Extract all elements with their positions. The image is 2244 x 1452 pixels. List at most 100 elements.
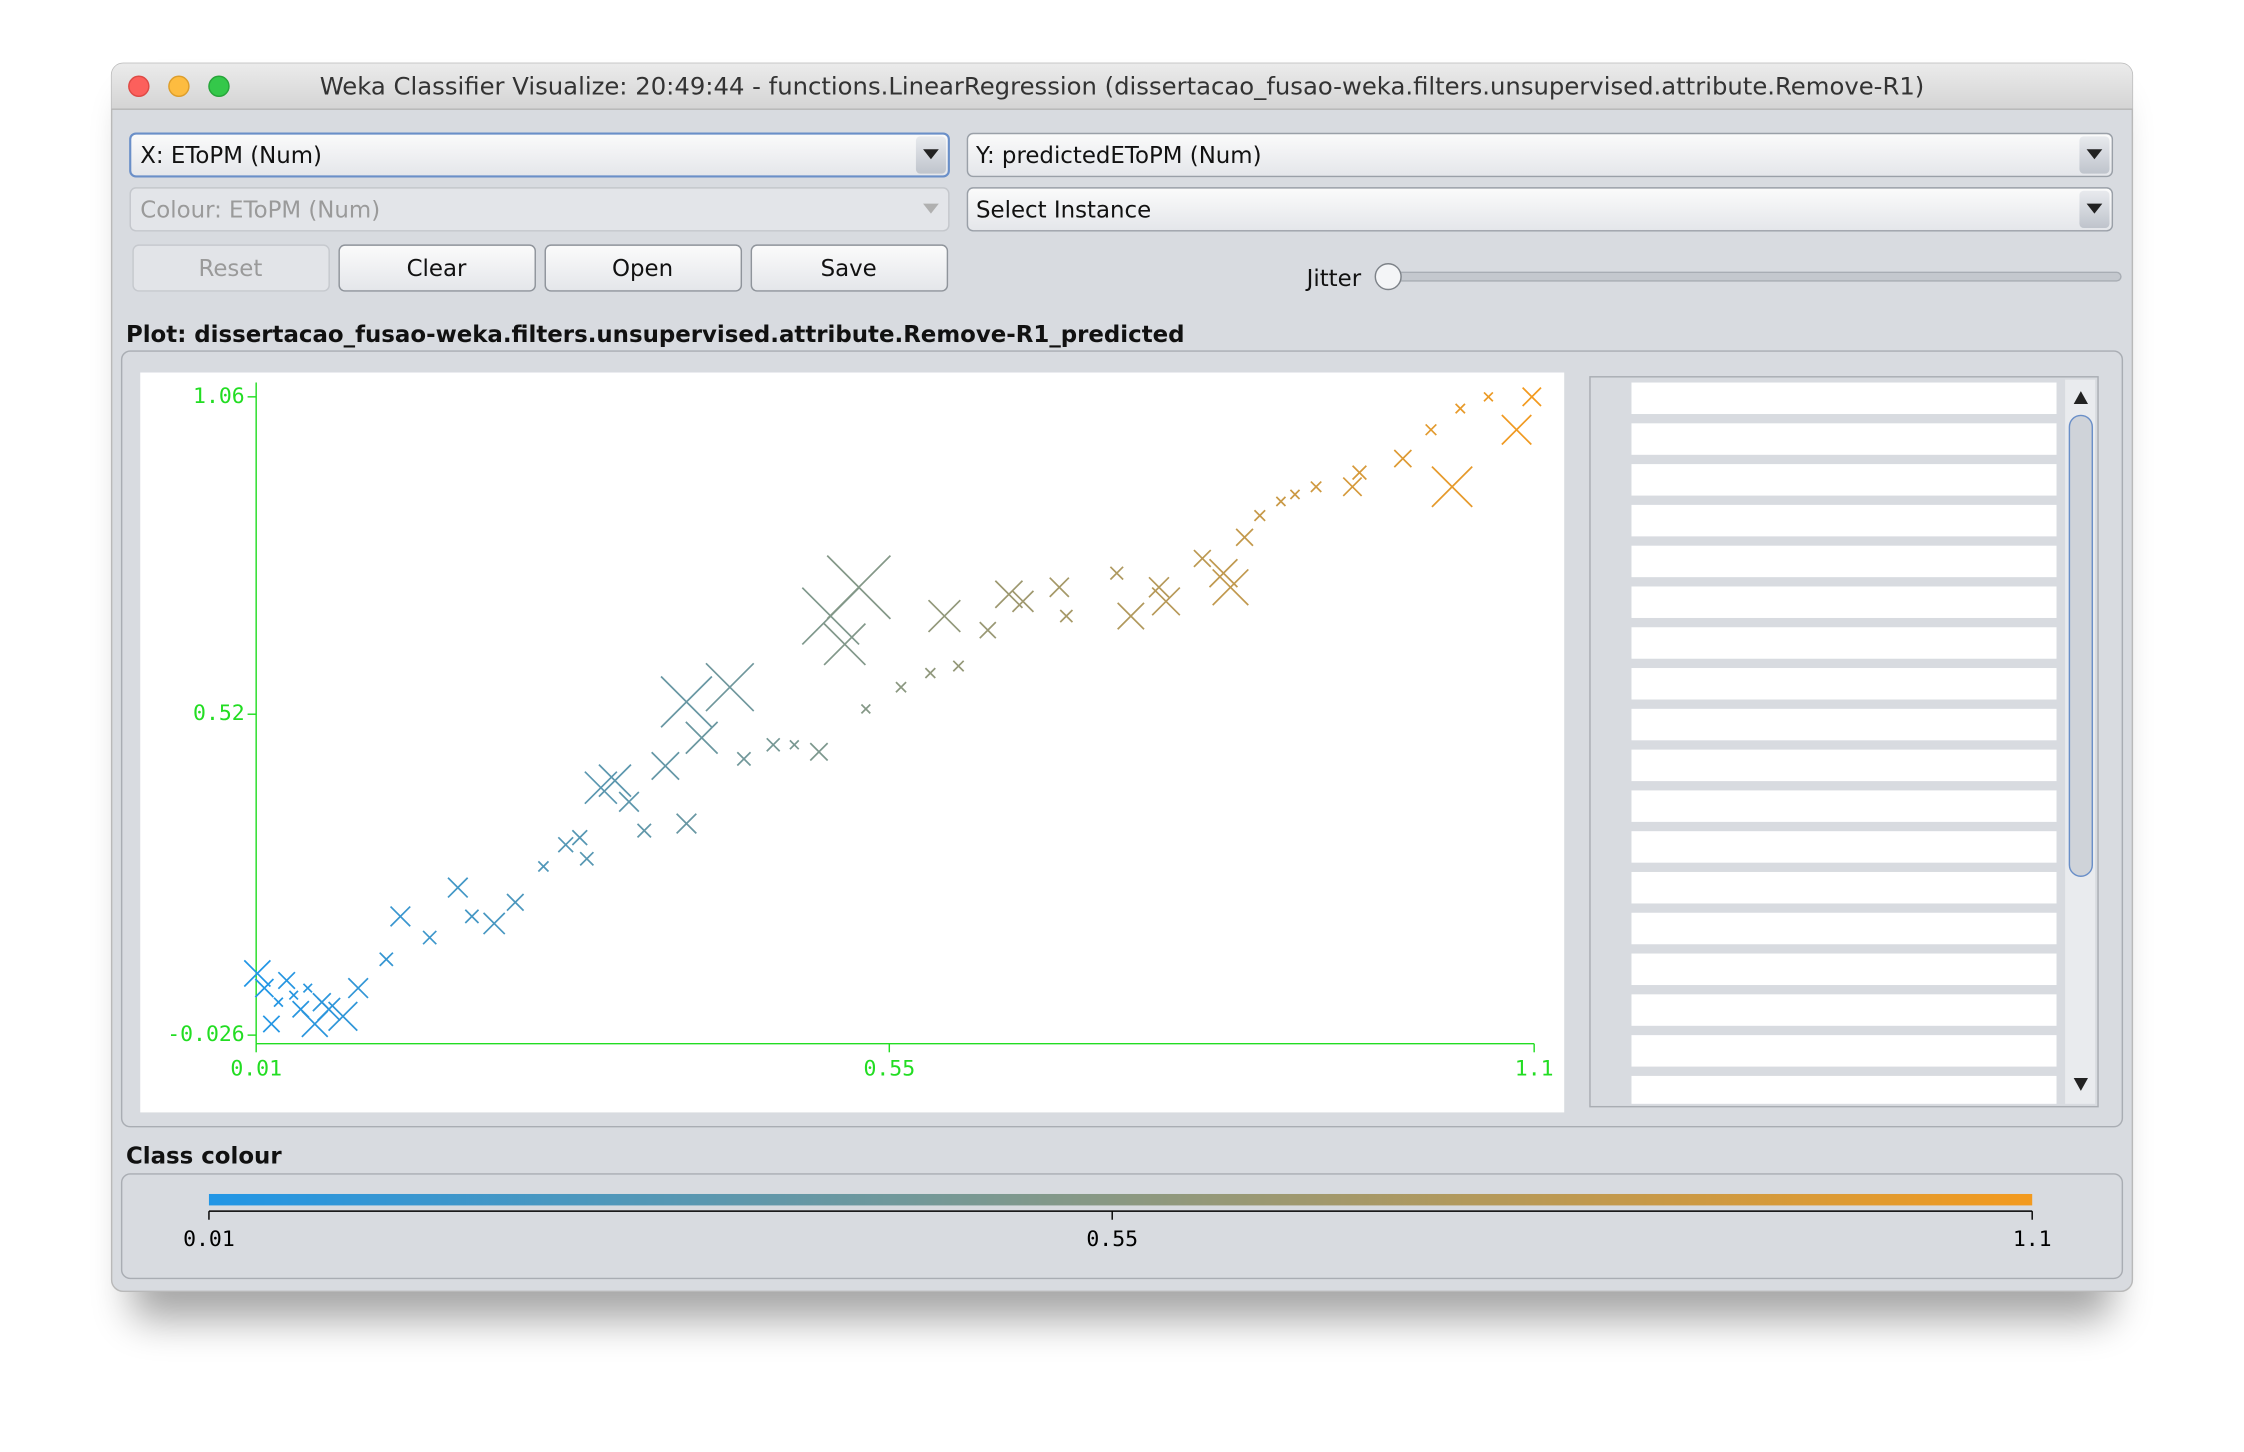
colour-bar (208, 1193, 2033, 1206)
y-axis-select[interactable]: Y: predictedEToPM (Num) (966, 132, 2114, 178)
slider-track[interactable] (1376, 271, 2122, 282)
scrollbar-thumb[interactable] (2068, 414, 2094, 877)
attribute-strip (1631, 749, 2057, 782)
colour-tick-label: 1.1 (2013, 1227, 2052, 1252)
button-label: Clear (407, 256, 467, 282)
data-point (952, 660, 965, 672)
y-tick-label: 1.06 (193, 384, 245, 409)
arrow-icon (923, 149, 939, 160)
y-tick-label: 0.52 (193, 701, 245, 726)
slider-knob[interactable] (1374, 263, 1402, 291)
data-point (1212, 568, 1249, 606)
attribute-strip (1631, 953, 2057, 986)
button-row: Reset Clear Open Save (132, 244, 949, 292)
colour-tick-label: 0.55 (1086, 1227, 1138, 1252)
data-point (860, 703, 871, 714)
combo-box[interactable] (966, 187, 2114, 232)
window-title: Weka Classifier Visualize: 20:49:44 - fu… (320, 72, 1925, 101)
data-point (262, 1015, 281, 1033)
data-point (288, 990, 299, 1001)
class-colour-label: Class colour (126, 1143, 282, 1169)
data-point (1059, 609, 1074, 623)
data-point (789, 739, 800, 750)
close-button[interactable] (128, 75, 150, 98)
data-point (766, 737, 781, 752)
data-point (389, 905, 411, 927)
data-point (1310, 480, 1322, 493)
data-point (579, 851, 595, 867)
data-point (809, 742, 829, 762)
colour-tick-label: 0.01 (183, 1227, 235, 1252)
attribute-panel (1589, 376, 2099, 1108)
data-point (1393, 449, 1412, 468)
attribute-strip (1631, 668, 2057, 700)
data-point (254, 978, 275, 998)
combo-box (129, 187, 950, 232)
data-point (823, 623, 867, 666)
colour-select: Colour: EToPM (Num) (129, 187, 950, 232)
maximize-button[interactable] (208, 75, 230, 98)
data-point (1522, 387, 1542, 407)
data-point (1109, 566, 1124, 581)
data-point (1151, 586, 1181, 616)
x-axis-select[interactable]: X: EToPM (Num) (129, 132, 950, 178)
attribute-strip (1631, 1075, 2057, 1104)
arrow-icon (923, 203, 939, 214)
data-point (1049, 577, 1070, 598)
button-label: Reset (198, 256, 262, 282)
data-point (243, 959, 272, 988)
data-point (736, 751, 752, 767)
button-label: Save (821, 256, 877, 282)
data-point (705, 662, 755, 712)
title-bar (111, 63, 2133, 110)
data-point (379, 952, 394, 967)
plot-area (140, 372, 1565, 1113)
y-axis-label: Y: predictedEToPM (Num) (975, 143, 1262, 169)
scroll-up-arrow[interactable] (2073, 391, 2089, 404)
data-point (676, 813, 697, 834)
save-button[interactable] (750, 244, 949, 292)
data-point (327, 1001, 358, 1032)
data-point (1342, 476, 1363, 497)
data-point (598, 764, 632, 798)
data-point (277, 971, 296, 990)
minimize-button[interactable] (168, 75, 190, 98)
reset-button (132, 244, 330, 292)
data-point (464, 909, 480, 924)
data-point (571, 829, 588, 846)
open-button[interactable] (544, 244, 743, 292)
combo-box[interactable] (129, 132, 950, 178)
x-tick-label: 0.55 (863, 1056, 915, 1081)
data-point (636, 823, 652, 838)
data-point (979, 621, 997, 639)
data-point (1253, 509, 1266, 522)
instance-select[interactable]: Select Instance (966, 187, 2114, 232)
attribute-strip (1631, 627, 2057, 659)
attribute-strip (1631, 708, 2057, 741)
button-label: Open (612, 256, 673, 282)
data-point (422, 930, 437, 945)
data-point (927, 599, 961, 633)
data-point (1208, 558, 1239, 588)
data-point (1235, 528, 1254, 547)
combo-box[interactable] (966, 132, 2114, 178)
data-point (482, 912, 506, 935)
data-point (273, 997, 284, 1008)
data-point (1275, 496, 1287, 507)
data-point (301, 1010, 329, 1038)
data-point (1431, 466, 1473, 508)
clear-button[interactable] (338, 244, 536, 292)
data-point (1011, 590, 1035, 613)
data-point (1289, 489, 1301, 500)
arrow-icon (2086, 203, 2103, 214)
data-point (557, 836, 574, 853)
attribute-strip (1631, 382, 2057, 415)
data-point (826, 555, 892, 620)
scroll-down-arrow[interactable] (2073, 1078, 2089, 1091)
data-point (1483, 391, 1494, 402)
attribute-strip (1631, 790, 2057, 822)
x-tick-label: 0.01 (230, 1056, 282, 1081)
attribute-strip (1631, 423, 2057, 455)
attribute-strip (1631, 1035, 2057, 1067)
